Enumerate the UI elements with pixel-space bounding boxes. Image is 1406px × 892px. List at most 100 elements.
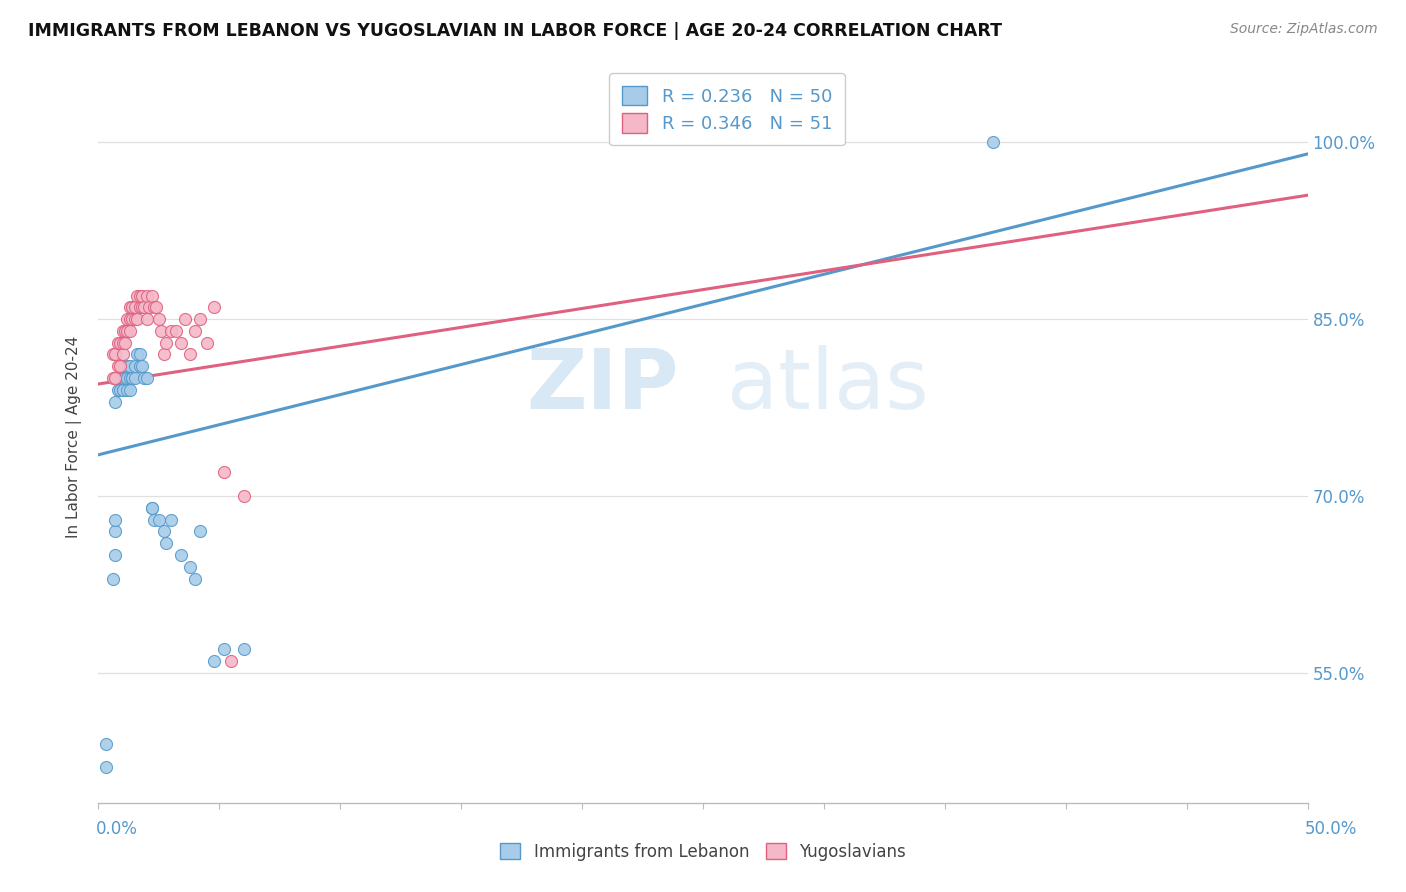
Point [104, 548, 127, 562]
Text: Source: ZipAtlas.com: Source: ZipAtlas.com [1230, 22, 1378, 37]
Point [114, 324, 136, 338]
Point [195, 335, 218, 350]
Point [108, 335, 131, 350]
Point [107, 335, 129, 350]
Point [118, 312, 141, 326]
Point [188, 524, 211, 539]
Point [204, 301, 226, 315]
Point [124, 359, 146, 374]
Point [143, 301, 166, 315]
Point [111, 371, 134, 385]
Point [232, 489, 254, 503]
Point [134, 371, 156, 385]
Point [121, 312, 143, 326]
Point [134, 301, 156, 315]
Point [117, 312, 139, 326]
Point [124, 371, 146, 385]
Point [221, 654, 243, 668]
Point [155, 536, 177, 550]
Point [169, 548, 191, 562]
Point [104, 347, 127, 361]
Point [179, 559, 201, 574]
Point [117, 324, 139, 338]
Point [131, 288, 153, 302]
Point [114, 371, 136, 385]
Point [981, 135, 1004, 149]
Point [128, 301, 150, 315]
Point [111, 335, 134, 350]
Point [141, 288, 163, 302]
Point [212, 466, 235, 480]
Point [114, 335, 136, 350]
Point [104, 513, 127, 527]
Point [111, 324, 134, 338]
Point [128, 288, 150, 302]
Text: ZIP: ZIP [526, 345, 679, 426]
Point [169, 335, 191, 350]
Point [128, 347, 150, 361]
Point [135, 288, 157, 302]
Point [204, 654, 226, 668]
Point [232, 642, 254, 657]
Point [101, 371, 124, 385]
Text: IMMIGRANTS FROM LEBANON VS YUGOSLAVIAN IN LABOR FORCE | AGE 20-24 CORRELATION CH: IMMIGRANTS FROM LEBANON VS YUGOSLAVIAN I… [28, 22, 1002, 40]
Point [107, 383, 129, 397]
Point [101, 347, 124, 361]
Point [135, 371, 157, 385]
Point [107, 371, 129, 385]
Point [160, 324, 183, 338]
Point [114, 359, 136, 374]
Y-axis label: In Labor Force | Age 20-24: In Labor Force | Age 20-24 [66, 336, 83, 538]
Point [118, 324, 141, 338]
Point [111, 383, 134, 397]
Point [141, 500, 163, 515]
Point [128, 359, 150, 374]
Point [131, 359, 153, 374]
Point [111, 371, 134, 385]
Point [94, 760, 117, 774]
Point [121, 301, 143, 315]
Legend: Immigrants from Lebanon, Yugoslavians: Immigrants from Lebanon, Yugoslavians [494, 837, 912, 868]
Point [101, 572, 124, 586]
Point [108, 359, 131, 374]
Point [118, 359, 141, 374]
Point [121, 371, 143, 385]
Point [108, 371, 131, 385]
Point [155, 335, 177, 350]
Point [152, 524, 174, 539]
Point [160, 513, 183, 527]
Text: atlas: atlas [727, 345, 929, 426]
Point [143, 513, 166, 527]
Point [121, 371, 143, 385]
Point [111, 383, 134, 397]
Point [174, 312, 197, 326]
Point [148, 312, 170, 326]
Point [124, 301, 146, 315]
Point [145, 301, 167, 315]
Point [117, 371, 139, 385]
Point [131, 301, 153, 315]
Point [148, 513, 170, 527]
Point [184, 324, 207, 338]
Legend: R = 0.236   N = 50, R = 0.346   N = 51: R = 0.236 N = 50, R = 0.346 N = 51 [609, 73, 845, 145]
Point [104, 394, 127, 409]
Point [141, 500, 163, 515]
Point [152, 347, 174, 361]
Point [118, 301, 141, 315]
Point [127, 312, 149, 326]
Point [165, 324, 187, 338]
Text: 0.0%: 0.0% [96, 820, 138, 838]
Point [104, 371, 127, 385]
Point [179, 347, 201, 361]
Point [111, 347, 134, 361]
Point [104, 524, 127, 539]
Point [111, 359, 134, 374]
Point [188, 312, 211, 326]
Point [107, 359, 129, 374]
Point [184, 572, 207, 586]
Point [118, 383, 141, 397]
Point [127, 288, 149, 302]
Point [118, 371, 141, 385]
Point [135, 312, 157, 326]
Point [117, 383, 139, 397]
